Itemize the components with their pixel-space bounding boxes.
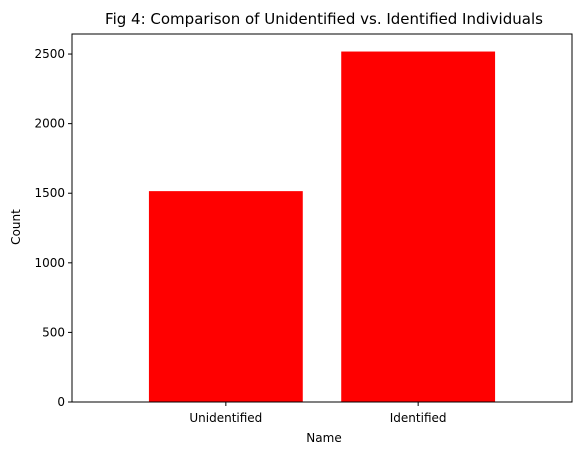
x-tick-label: Unidentified (189, 411, 262, 425)
y-tick-label: 1500 (34, 186, 65, 200)
x-axis-label: Name (306, 431, 341, 445)
y-axis-label: Count (9, 209, 23, 245)
y-tick-label: 2000 (34, 117, 65, 131)
bars (148, 51, 496, 403)
chart-title: Fig 4: Comparison of Unidentified vs. Id… (105, 10, 543, 28)
x-tick-label: Identified (390, 411, 447, 425)
y-tick-label: 500 (42, 325, 65, 339)
y-tick-label: 2500 (34, 47, 65, 61)
y-tick-label: 1000 (34, 256, 65, 270)
x-axis: Unidentified Identified (189, 402, 447, 425)
y-axis: 0 500 1000 1500 2000 2500 (34, 47, 72, 409)
bar-identified (341, 51, 496, 403)
bar-unidentified (148, 191, 303, 402)
y-tick-label: 0 (57, 395, 65, 409)
plot-frame (71, 33, 573, 403)
